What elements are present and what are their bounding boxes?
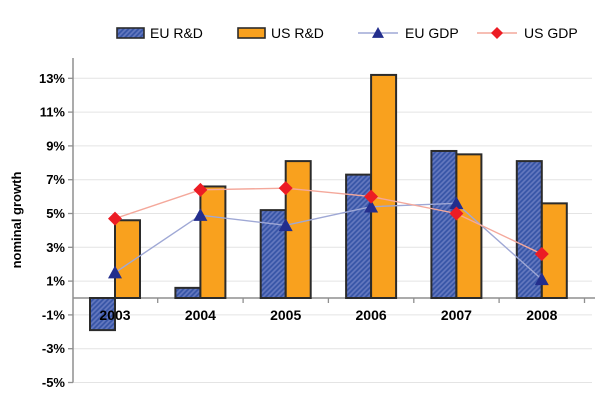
eu-rd-bar-2007 xyxy=(430,149,458,299)
us-rd-bar-2006 xyxy=(370,73,398,299)
legend-swatch-us-rd xyxy=(237,27,266,39)
x-tick-label: 2007 xyxy=(441,307,472,323)
y-tick-label: -5% xyxy=(42,375,66,390)
us-rd-bar-2007 xyxy=(455,153,483,299)
x-tick-label: 2004 xyxy=(185,307,216,323)
legend-item-eu-rd-label: EU R&D xyxy=(150,25,203,41)
y-tick-label: 1% xyxy=(46,274,65,289)
legend-item-us-rd-label: US R&D xyxy=(271,25,324,41)
us-gdp-marker-2004 xyxy=(193,182,208,197)
legend-item-us-gdp-label: US GDP xyxy=(524,25,578,41)
us-gdp-marker-2007 xyxy=(449,206,464,221)
eu-gdp-marker-2008 xyxy=(534,272,549,286)
y-tick-label: 5% xyxy=(46,206,65,221)
legend-triangle-icon xyxy=(372,27,384,38)
eu-rd-bar-2006 xyxy=(345,173,373,300)
legend-diamond-icon xyxy=(491,27,503,39)
eu-rd-bar-2004 xyxy=(174,286,202,299)
y-tick-label: 3% xyxy=(46,240,65,255)
eu-gdp-line xyxy=(114,202,543,280)
x-tick-label: 2005 xyxy=(270,307,301,323)
x-tick-label: 2003 xyxy=(99,307,130,323)
us-gdp-marker-2006 xyxy=(364,189,379,204)
legend-item-eu-gdp-label: EU GDP xyxy=(405,25,459,41)
y-tick-label: 11% xyxy=(40,105,66,120)
us-rd-bar-2004 xyxy=(199,185,227,300)
legend-swatch-eu-rd xyxy=(116,27,145,39)
us-gdp-marker-2005 xyxy=(278,181,293,196)
eu-gdp-marker-2004 xyxy=(193,208,208,221)
y-tick-label: 13% xyxy=(39,71,65,86)
y-tick-label: 7% xyxy=(46,172,65,187)
us-gdp-line xyxy=(114,187,543,255)
eu-gdp-marker-2005 xyxy=(278,218,293,232)
us-gdp-marker-2008 xyxy=(534,247,549,262)
x-tick-label: 2006 xyxy=(356,307,387,323)
y-axis-title: nominal growth xyxy=(9,172,24,269)
us-gdp-marker-2003 xyxy=(108,211,122,226)
x-tick-label: 2008 xyxy=(526,307,557,323)
y-tick-label: 9% xyxy=(46,138,65,153)
us-rd-bar-2005 xyxy=(284,160,312,299)
eu-gdp-marker-2003 xyxy=(108,265,122,279)
eu-gdp-marker-2006 xyxy=(364,199,379,213)
eu-rd-bar-2008 xyxy=(515,160,543,299)
y-tick-label: -1% xyxy=(42,307,66,322)
eu-rd-bar-2003 xyxy=(89,297,116,332)
eu-gdp-marker-2007 xyxy=(449,196,464,210)
y-tick-label: -3% xyxy=(42,341,66,356)
